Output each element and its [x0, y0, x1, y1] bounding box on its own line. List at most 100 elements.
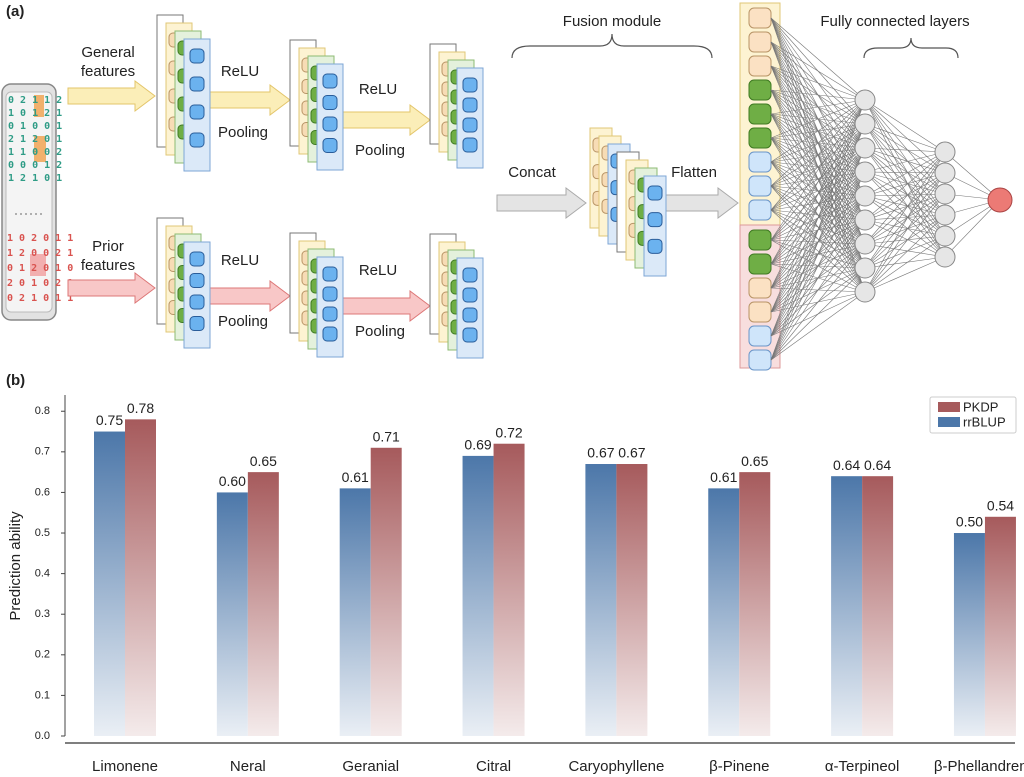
flatten-label: Flatten — [671, 164, 717, 181]
unit — [748, 103, 772, 125]
edge — [770, 147, 866, 361]
edge — [770, 267, 866, 361]
edge — [864, 171, 946, 216]
edge — [770, 171, 866, 361]
neuron — [854, 281, 876, 303]
edge — [864, 171, 946, 174]
edge — [864, 123, 946, 195]
unit — [748, 199, 772, 221]
diagram: (a) Fusion module Fully connected layers… — [1, 2, 1013, 371]
edge — [864, 235, 946, 293]
unit — [748, 277, 772, 299]
edge — [770, 123, 866, 211]
relu-label: ReLU — [221, 63, 259, 80]
value-label: 0.65 — [741, 453, 768, 469]
unit — [189, 294, 205, 310]
edge — [770, 99, 866, 265]
dot — [40, 213, 42, 215]
bar — [216, 492, 248, 736]
edge — [770, 195, 866, 211]
edge — [770, 147, 866, 211]
value-label: 0.67 — [587, 445, 614, 461]
input-label: features — [81, 63, 135, 80]
bar — [831, 476, 863, 736]
edge — [770, 99, 866, 211]
unit — [322, 286, 338, 302]
edge — [864, 195, 946, 237]
edge — [770, 209, 866, 269]
matrix-row: 2 0 1 0 2 1 — [7, 278, 73, 289]
bar — [585, 464, 617, 736]
unit — [322, 138, 338, 153]
edge — [864, 151, 946, 221]
edge — [770, 99, 866, 337]
unit — [189, 316, 205, 331]
highlight — [30, 254, 46, 276]
unit — [748, 31, 772, 53]
neuron — [934, 162, 956, 184]
pooling-label: Pooling — [218, 313, 268, 330]
dot — [20, 213, 22, 215]
y-tick-label: 0.4 — [35, 568, 50, 580]
panel-label: (b) — [6, 372, 25, 389]
edge — [864, 99, 946, 216]
legend-swatch — [938, 417, 960, 427]
value-label: 0.64 — [864, 457, 891, 473]
unit — [748, 127, 772, 149]
unit — [647, 212, 663, 228]
bar — [984, 516, 1016, 736]
unit — [189, 132, 205, 148]
unit — [462, 117, 478, 133]
edge — [864, 147, 946, 153]
edge — [864, 151, 946, 245]
edge — [770, 99, 866, 139]
unit — [462, 77, 478, 93]
edge — [864, 214, 946, 245]
y-tick-label: 0.1 — [35, 689, 50, 701]
edge — [770, 17, 866, 101]
edge — [770, 65, 866, 101]
unit — [748, 7, 772, 29]
legend-label: PKDP — [963, 399, 998, 414]
arrow — [209, 84, 291, 116]
unit — [462, 97, 478, 113]
relu-label: ReLU — [359, 81, 397, 98]
brace — [863, 37, 959, 59]
edge — [864, 123, 946, 237]
dot — [15, 213, 17, 215]
output-neuron — [987, 187, 1013, 213]
bar — [462, 455, 494, 736]
dot — [30, 213, 32, 215]
arrow — [67, 80, 156, 112]
value-label: 0.67 — [618, 445, 645, 461]
input-label: General — [81, 44, 134, 61]
x-tick-label: β-Pinene — [709, 758, 769, 775]
unit — [189, 76, 205, 92]
y-axis-label: Prediction ability — [7, 511, 24, 621]
matrix-row: 1 2 1 0 1 — [8, 173, 62, 184]
edge — [770, 219, 866, 361]
edge — [864, 193, 946, 245]
unit — [748, 301, 772, 323]
value-label: 0.50 — [956, 514, 983, 530]
edge — [864, 193, 946, 197]
matrix-row: 1 0 2 0 1 1 — [7, 233, 73, 244]
legend-label: rrBLUP — [963, 414, 1006, 429]
neuron — [854, 185, 876, 207]
edge — [770, 123, 866, 361]
matrix-row: 0 2 1 0 1 1 — [7, 293, 73, 304]
edge — [770, 209, 866, 221]
edge — [864, 99, 946, 258]
value-label: 0.54 — [987, 497, 1014, 513]
value-label: 0.60 — [219, 473, 246, 489]
edge — [864, 172, 946, 245]
unit — [322, 326, 338, 342]
legend-swatch — [938, 402, 960, 412]
edge — [864, 99, 946, 237]
edge — [864, 147, 946, 174]
edge — [770, 99, 866, 313]
edge — [864, 99, 946, 195]
unit — [647, 238, 663, 254]
value-label: 0.78 — [127, 400, 154, 416]
neuron — [934, 204, 956, 226]
